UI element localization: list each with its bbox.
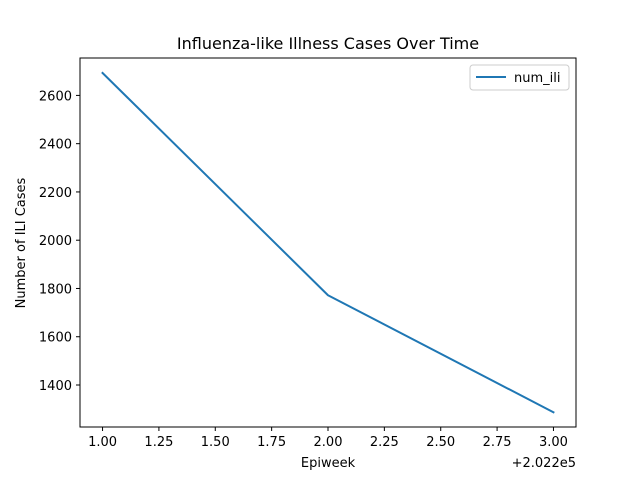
x-tick-label: 2.75: [483, 435, 512, 450]
x-axis-offset-label: +2.022e5: [512, 456, 576, 471]
legend: num_ili: [469, 64, 570, 91]
y-tick-label: 2200: [39, 186, 72, 201]
y-tick-label: 1600: [39, 331, 72, 346]
x-axis-label: Epiweek: [301, 456, 356, 471]
legend-box: [469, 64, 570, 91]
y-tick-label: 2000: [39, 234, 72, 249]
x-tick-label: 3.00: [539, 435, 568, 450]
y-tick-label: 1400: [39, 379, 72, 394]
y-tick-label: 1800: [39, 282, 72, 297]
y-axis-label: Number of ILI Cases: [14, 177, 29, 308]
series-line-num-ili: [101, 71, 555, 414]
x-tick-label: 2.00: [314, 435, 343, 450]
chart-title: Influenza-like Illness Cases Over Time: [177, 34, 479, 53]
legend-label-num-ili: num_ili: [514, 71, 560, 86]
x-tick-label: 1.50: [201, 435, 230, 450]
plot-area: 1.00 1.25 1.50 1.75 2.00 2.25 2.50 2.75 3.00 1400…: [39, 57, 577, 450]
x-tick-label: 1.25: [144, 435, 173, 450]
x-tick-label: 1.00: [88, 435, 117, 450]
y-tick-label: 2600: [39, 89, 72, 104]
x-tick-label: 2.25: [370, 435, 399, 450]
x-tick-label: 1.75: [257, 435, 286, 450]
y-tick-label: 2400: [39, 138, 72, 153]
axes-frame: [79, 57, 577, 428]
x-tick-label: 2.50: [426, 435, 455, 450]
